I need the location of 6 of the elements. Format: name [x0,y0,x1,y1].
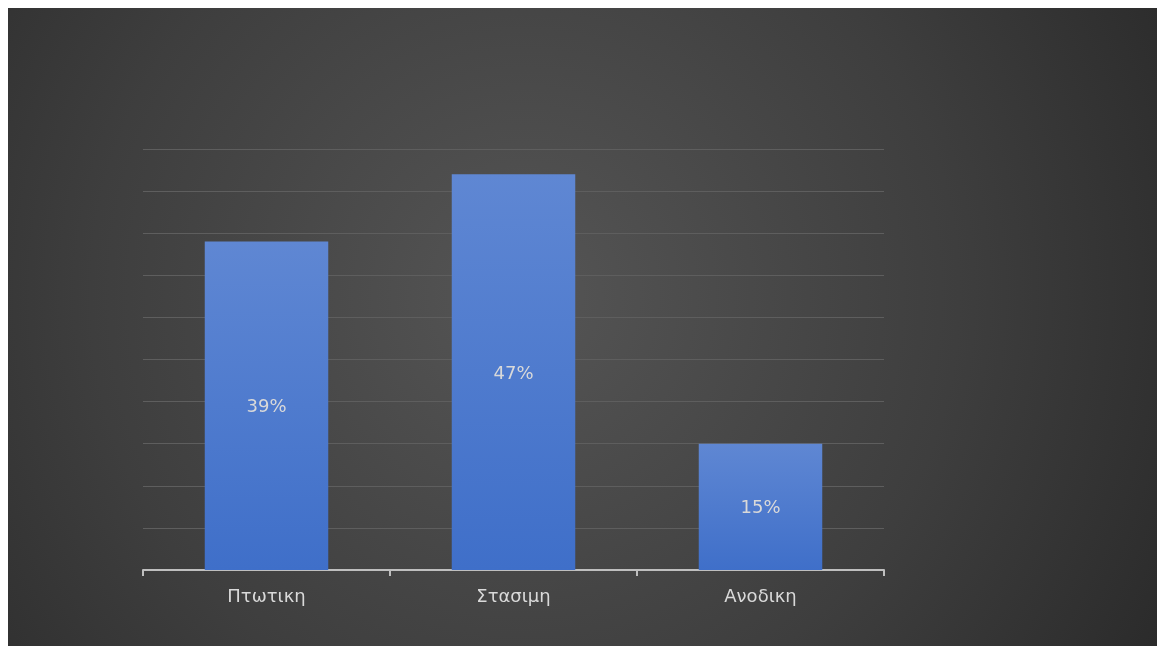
x-tick-label: Πτωτικη [227,584,306,606]
data-label: 15% [740,496,781,518]
x-tick-label: Στασιμη [476,584,551,606]
x-tick-label: Ανοδικη [724,584,797,606]
data-label: 47% [493,361,534,383]
data-label: 39% [246,395,287,417]
